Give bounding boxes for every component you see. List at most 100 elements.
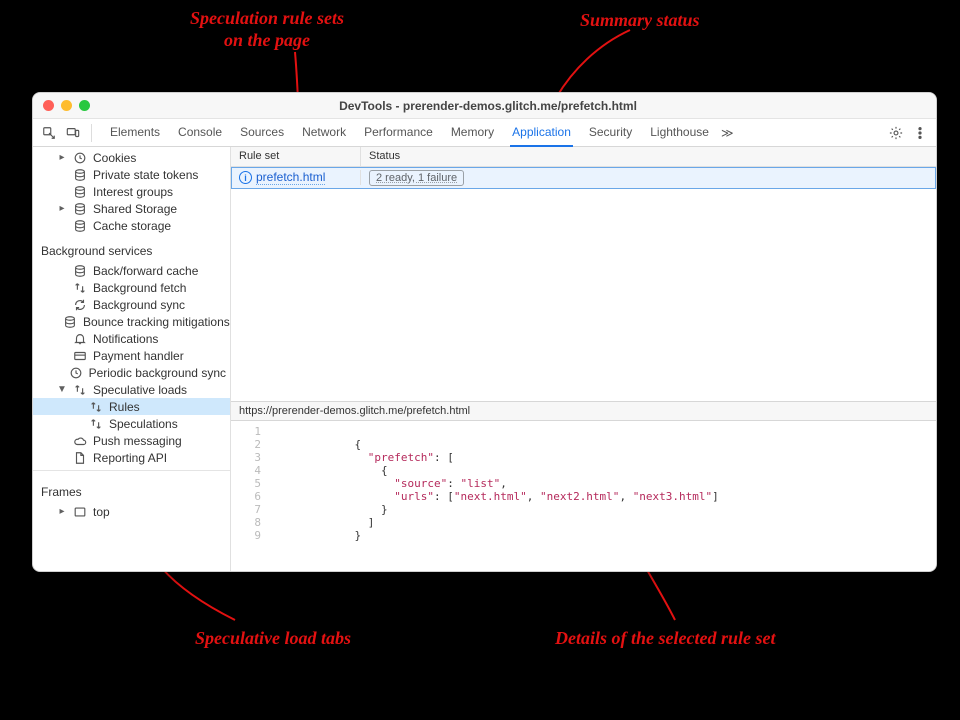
bell-icon: [73, 332, 87, 346]
sidebar-item-cache-storage[interactable]: Cache storage: [33, 217, 230, 234]
settings-icon[interactable]: [886, 123, 906, 143]
sidebar-section-background-services: Background services: [33, 234, 230, 262]
rules-table-header: Rule set Status: [231, 147, 936, 167]
code-line: 2 {: [239, 438, 936, 451]
sidebar-section-frames: Frames: [33, 475, 230, 503]
col-header-ruleset[interactable]: Rule set: [231, 147, 361, 166]
sidebar-item-rules[interactable]: Rules: [33, 398, 230, 415]
min-dot[interactable]: [61, 100, 72, 111]
db-icon: [73, 264, 87, 278]
clock-icon: [69, 366, 83, 380]
ruleset-row[interactable]: i prefetch.html 2 ready, 1 failure: [231, 167, 936, 189]
frame-icon: [73, 505, 87, 519]
sidebar-item-push-messaging[interactable]: Push messaging: [33, 432, 230, 449]
device-icon[interactable]: [63, 123, 83, 143]
annotation-details: Details of the selected rule set: [555, 628, 775, 650]
sidebar-item-label: Payment handler: [93, 349, 184, 363]
sidebar-item-speculative-loads[interactable]: ▼Speculative loads: [33, 381, 230, 398]
code-line: 9 }: [239, 529, 936, 542]
sidebar-item-periodic-background-sync[interactable]: Periodic background sync: [33, 364, 230, 381]
code-line: 7 }: [239, 503, 936, 516]
annotation-summary-status: Summary status: [580, 10, 700, 32]
status-badge[interactable]: 2 ready, 1 failure: [369, 170, 464, 186]
ruleset-cell: i prefetch.html: [231, 170, 361, 185]
sidebar-item-back-forward-cache[interactable]: Back/forward cache: [33, 262, 230, 279]
rules-table-empty-area: [231, 189, 936, 401]
sidebar-item-label: Rules: [109, 400, 140, 414]
max-dot[interactable]: [79, 100, 90, 111]
sidebar-item-label: Push messaging: [93, 434, 182, 448]
db-icon: [73, 202, 87, 216]
tab-application[interactable]: Application: [510, 119, 573, 147]
detail-url-bar: https://prerender-demos.glitch.me/prefet…: [231, 401, 936, 421]
status-cell: 2 ready, 1 failure: [361, 170, 936, 186]
col-header-status[interactable]: Status: [361, 147, 936, 166]
arrows-icon: [73, 281, 87, 295]
window-title: DevTools - prerender-demos.glitch.me/pre…: [97, 99, 879, 113]
sidebar-item-background-fetch[interactable]: Background fetch: [33, 279, 230, 296]
speculation-rules-panel: Rule set Status i prefetch.html 2 ready,…: [231, 147, 936, 571]
sidebar-item-reporting-api[interactable]: Reporting API: [33, 449, 230, 466]
tabs-overflow-icon[interactable]: ≫: [715, 126, 740, 140]
cloud-icon: [73, 434, 87, 448]
sidebar-item-label: Back/forward cache: [93, 264, 198, 278]
sidebar-item-speculations[interactable]: Speculations: [33, 415, 230, 432]
tab-security[interactable]: Security: [587, 119, 634, 147]
sidebar-item-label: Bounce tracking mitigations: [83, 315, 230, 329]
clock-icon: [73, 151, 87, 165]
code-line: 5 "source": "list",: [239, 477, 936, 490]
close-dot[interactable]: [43, 100, 54, 111]
devtools-window: DevTools - prerender-demos.glitch.me/pre…: [32, 92, 937, 572]
devtools-tabs: Elements Console Sources Network Performance…: [108, 119, 711, 147]
sidebar-item-label: Interest groups: [93, 185, 173, 199]
sync-icon: [73, 298, 87, 312]
tab-sources[interactable]: Sources: [238, 119, 286, 147]
db-icon: [73, 219, 87, 233]
sidebar-item-label: Private state tokens: [93, 168, 198, 182]
sidebar-item-cookies[interactable]: ▸Cookies: [33, 149, 230, 166]
rule-json-viewer: 1 2 {3 "prefetch": [4 {5 "source": "list…: [231, 421, 936, 571]
ruleset-link[interactable]: prefetch.html: [256, 170, 325, 185]
inspect-icon[interactable]: [39, 123, 59, 143]
sidebar-item-background-sync[interactable]: Background sync: [33, 296, 230, 313]
sidebar-item-label: Background sync: [93, 298, 185, 312]
sidebar-item-label: Shared Storage: [93, 202, 177, 216]
info-icon: i: [239, 171, 252, 184]
application-sidebar: ▸Cookies Private state tokens Interest gro…: [33, 147, 231, 571]
sidebar-item-label: Cookies: [93, 151, 136, 165]
db-icon: [73, 185, 87, 199]
code-line: 4 {: [239, 464, 936, 477]
tab-network[interactable]: Network: [300, 119, 348, 147]
sidebar-item-notifications[interactable]: Notifications: [33, 330, 230, 347]
sidebar-item-label: Background fetch: [93, 281, 186, 295]
sidebar-item-frame-top[interactable]: ▸top: [33, 503, 230, 520]
sidebar-item-private-state-tokens[interactable]: Private state tokens: [33, 166, 230, 183]
sidebar-item-label: Speculations: [109, 417, 178, 431]
tab-lighthouse[interactable]: Lighthouse: [648, 119, 711, 147]
tab-memory[interactable]: Memory: [449, 119, 496, 147]
sidebar-item-bounce-tracking-mitigations[interactable]: Bounce tracking mitigations: [33, 313, 230, 330]
sidebar-item-shared-storage[interactable]: ▸Shared Storage: [33, 200, 230, 217]
arrows-icon: [73, 383, 87, 397]
sidebar-item-payment-handler[interactable]: Payment handler: [33, 347, 230, 364]
annotation-rule-sets: Speculation rule sets on the page: [190, 8, 344, 51]
code-line: 6 "urls": ["next.html", "next2.html", "n…: [239, 490, 936, 503]
code-line: 3 "prefetch": [: [239, 451, 936, 464]
sidebar-item-label: Cache storage: [93, 219, 171, 233]
tab-elements[interactable]: Elements: [108, 119, 162, 147]
sidebar-item-label: top: [93, 505, 110, 519]
sidebar-item-label: Speculative loads: [93, 383, 187, 397]
doc-icon: [73, 451, 87, 465]
tab-performance[interactable]: Performance: [362, 119, 435, 147]
arrows-icon: [89, 417, 103, 431]
sidebar-item-label: Periodic background sync: [89, 366, 226, 380]
code-line: 1: [239, 425, 936, 438]
annotation-load-tabs: Speculative load tabs: [195, 628, 351, 650]
code-line: 8 ]: [239, 516, 936, 529]
sidebar-item-label: Reporting API: [93, 451, 167, 465]
kebab-icon[interactable]: [910, 123, 930, 143]
sidebar-item-interest-groups[interactable]: Interest groups: [33, 183, 230, 200]
sidebar-item-label: Notifications: [93, 332, 158, 346]
devtools-toolbar: Elements Console Sources Network Performance…: [33, 119, 936, 147]
tab-console[interactable]: Console: [176, 119, 224, 147]
